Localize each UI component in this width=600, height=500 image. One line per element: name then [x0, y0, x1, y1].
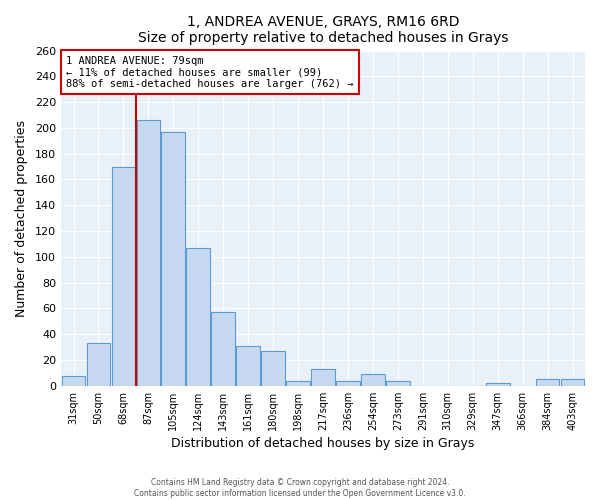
Bar [62, 376, 85, 386]
Bar [486, 383, 509, 386]
Text: Contains HM Land Registry data © Crown copyright and database right 2024.
Contai: Contains HM Land Registry data © Crown c… [134, 478, 466, 498]
X-axis label: Distribution of detached houses by size in Grays: Distribution of detached houses by size … [172, 437, 475, 450]
Bar [86, 344, 110, 386]
Bar [236, 346, 260, 386]
Bar [536, 380, 559, 386]
Bar [112, 166, 135, 386]
Bar [137, 120, 160, 386]
Bar [336, 380, 360, 386]
Bar [560, 380, 584, 386]
Text: 1 ANDREA AVENUE: 79sqm
← 11% of detached houses are smaller (99)
88% of semi-det: 1 ANDREA AVENUE: 79sqm ← 11% of detached… [66, 56, 354, 89]
Bar [211, 312, 235, 386]
Y-axis label: Number of detached properties: Number of detached properties [15, 120, 28, 316]
Bar [286, 380, 310, 386]
Bar [386, 380, 410, 386]
Bar [187, 248, 210, 386]
Title: 1, ANDREA AVENUE, GRAYS, RM16 6RD
Size of property relative to detached houses i: 1, ANDREA AVENUE, GRAYS, RM16 6RD Size o… [138, 15, 508, 45]
Bar [361, 374, 385, 386]
Bar [261, 351, 285, 386]
Bar [311, 369, 335, 386]
Bar [161, 132, 185, 386]
